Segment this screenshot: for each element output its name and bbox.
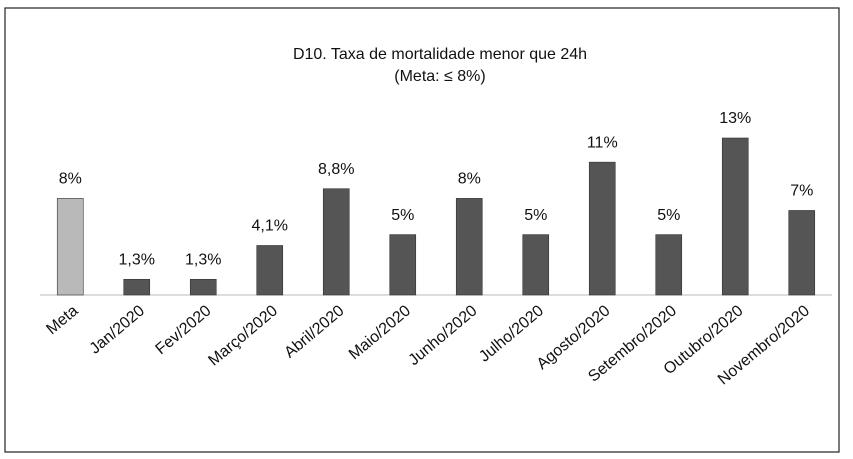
bar — [455, 198, 483, 296]
data-label: 5% — [391, 207, 414, 224]
bar — [123, 278, 151, 296]
data-label: 8% — [458, 171, 481, 188]
data-label: 1,3% — [185, 252, 221, 269]
chart-title: D10. Taxa de mortalidade menor que 24h — [293, 46, 587, 63]
data-label: 11% — [587, 134, 618, 151]
bar — [788, 210, 816, 296]
chart-subtitle: (Meta: ≤ 8%) — [394, 68, 485, 85]
data-label: 4,1% — [252, 218, 288, 235]
bar — [522, 234, 550, 296]
data-label: 5% — [657, 207, 680, 224]
data-label: 1,3% — [119, 252, 155, 269]
chart-frame — [4, 7, 840, 453]
bar — [56, 198, 84, 296]
data-label: 5% — [524, 207, 547, 224]
bar — [588, 161, 616, 296]
bar — [389, 234, 417, 296]
bar — [256, 245, 284, 296]
data-label: 13% — [719, 110, 751, 127]
bar — [655, 234, 683, 296]
bar — [189, 278, 217, 296]
data-label: 7% — [790, 183, 813, 200]
data-label: 8,8% — [318, 161, 354, 178]
bar — [322, 188, 350, 296]
data-label: 8% — [59, 171, 82, 188]
bar — [721, 137, 749, 296]
